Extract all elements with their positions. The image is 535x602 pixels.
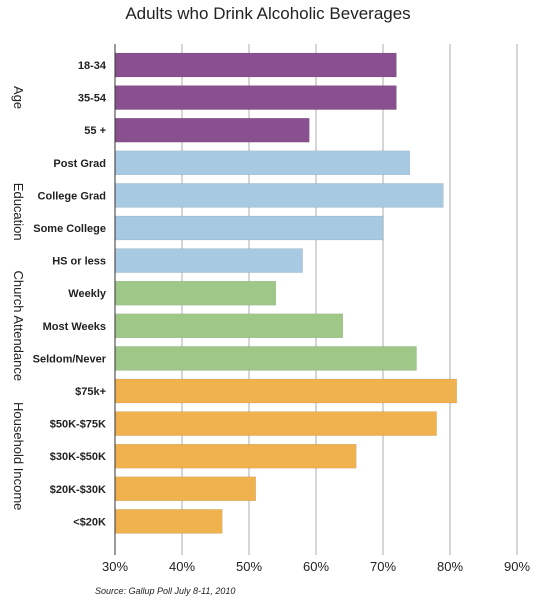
bar-area: [114, 52, 457, 534]
bar: [114, 248, 303, 273]
x-tick-label: 70%: [370, 559, 396, 574]
x-tick-label: 60%: [303, 559, 329, 574]
bar: [114, 346, 417, 371]
x-axis-ticks: 30% 40% 50% 60% 70% 80% 90%: [102, 559, 530, 574]
bar: [114, 183, 444, 208]
category-label: Some College: [33, 223, 106, 235]
x-tick-label: 90%: [504, 559, 530, 574]
x-tick-label: 30%: [102, 559, 128, 574]
bar: [114, 117, 310, 143]
bar: [114, 443, 357, 469]
group-label: Education: [11, 183, 26, 241]
category-label: Most Weeks: [43, 321, 106, 333]
category-label: Weekly: [68, 288, 107, 300]
bar: [114, 215, 384, 241]
bar: [114, 313, 344, 339]
group-label: Age: [11, 86, 26, 109]
x-tick-label: 50%: [236, 559, 262, 574]
category-label: $20K-$30K: [50, 484, 106, 496]
category-label: $50K-$75K: [50, 419, 106, 431]
category-labels: 18-34 35-54 55 + Post Grad College Grad Some …: [33, 60, 107, 528]
bar: [114, 85, 397, 110]
category-label: Post Grad: [53, 158, 106, 170]
bar: [114, 52, 397, 78]
category-label: Seldom/Never: [33, 353, 107, 365]
bar: [114, 280, 277, 306]
category-label: 55 +: [84, 125, 106, 137]
x-tick-label: 80%: [437, 559, 463, 574]
category-label: HS or less: [52, 256, 106, 268]
category-label: $75k+: [75, 386, 106, 398]
source-note: Source: Gallup Poll July 8-11, 2010: [95, 586, 235, 596]
category-label: 18-34: [78, 60, 107, 72]
category-label: College Grad: [38, 190, 106, 202]
bar: [114, 378, 457, 404]
group-label: Household Income: [11, 402, 26, 510]
category-label: $30K-$50K: [50, 451, 106, 463]
group-labels: Age Education Church Attendance Household I…: [11, 86, 26, 510]
bar: [114, 476, 256, 502]
group-label: Church Attendance: [11, 271, 26, 382]
category-label: <$20K: [73, 516, 106, 528]
chart-title: Adults who Drink Alcoholic Beverages: [125, 4, 410, 23]
bar: [114, 411, 437, 436]
x-tick-label: 40%: [169, 559, 195, 574]
bar: [114, 150, 411, 176]
category-label: 35-54: [78, 93, 107, 105]
bar: [114, 509, 223, 534]
